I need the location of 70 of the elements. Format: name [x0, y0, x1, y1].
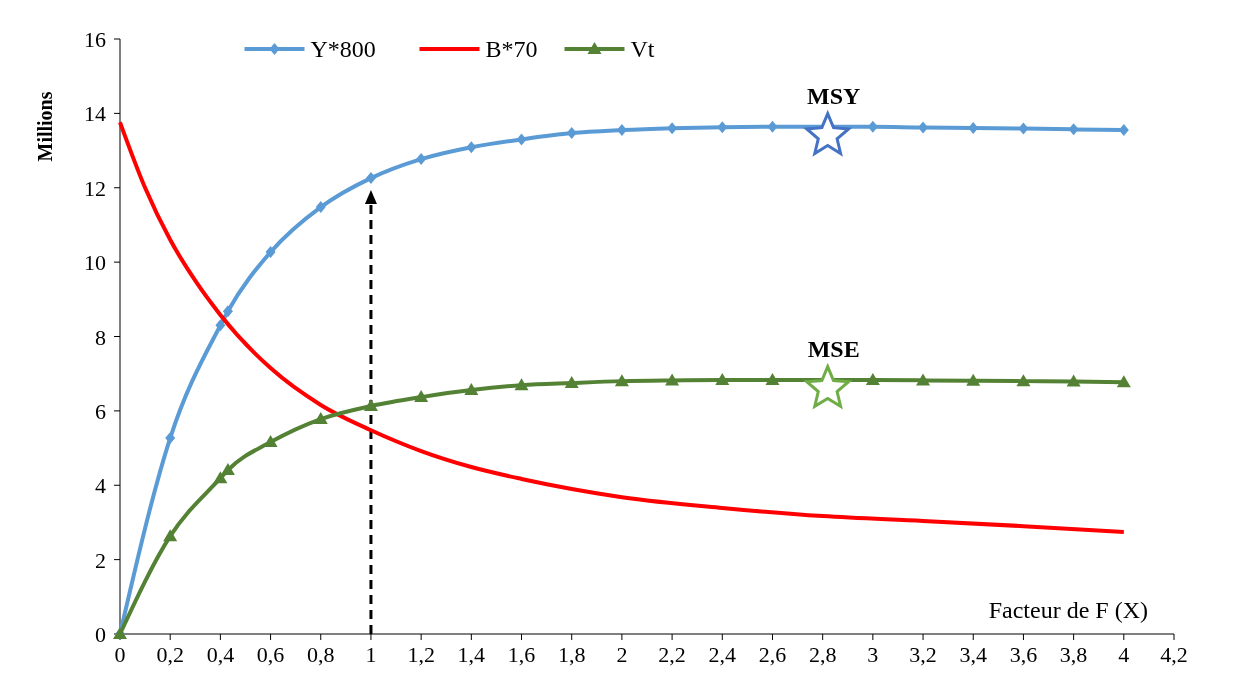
legend-label: B*70 — [485, 36, 538, 62]
y-tick-label: 16 — [84, 27, 106, 52]
point — [916, 373, 931, 386]
x-tick-label: 2,6 — [758, 642, 787, 667]
point — [165, 432, 176, 445]
x-tick-label: 1,8 — [557, 642, 586, 667]
point — [514, 378, 529, 391]
x-tick-label: 1,2 — [407, 642, 435, 667]
point — [564, 375, 579, 388]
x-tick-label: 3,2 — [909, 642, 937, 667]
point — [566, 127, 577, 140]
annotation: MSY — [807, 82, 861, 109]
point — [516, 133, 527, 146]
y-tick-label: 10 — [84, 250, 106, 276]
point — [805, 365, 851, 408]
point — [215, 319, 226, 332]
point — [1016, 374, 1031, 387]
x-tick-label: 2,8 — [808, 642, 837, 667]
x-tick-label: 4 — [1118, 642, 1130, 667]
point — [1116, 375, 1131, 388]
x-tick-label: 2,4 — [708, 642, 737, 667]
x-axis-title: Facteur de F (X) — [988, 597, 1148, 623]
x-tick-label: 0,4 — [206, 642, 235, 667]
y-tick-label: 4 — [95, 473, 106, 499]
point — [665, 373, 680, 386]
y-tick-label: 14 — [84, 101, 106, 127]
x-tick-label: 0 — [114, 642, 126, 667]
y-tick-label: 2 — [95, 547, 106, 573]
point — [263, 435, 278, 448]
x-tick-label: 3,6 — [1009, 642, 1038, 667]
x-tick-label: 0,6 — [256, 642, 285, 667]
point — [765, 373, 780, 386]
x-tick-label: 3 — [867, 642, 879, 667]
point — [1066, 374, 1081, 387]
y-tick-label: 8 — [95, 324, 106, 350]
annotation: MSE — [807, 335, 860, 362]
point — [163, 529, 178, 542]
point — [715, 373, 730, 386]
point — [865, 373, 880, 386]
point — [265, 246, 276, 259]
legend-label: Vt — [630, 36, 655, 62]
point — [213, 471, 228, 484]
point — [416, 153, 427, 166]
x-tick-label: 1,4 — [457, 642, 486, 667]
point — [220, 463, 235, 475]
point — [222, 305, 233, 318]
x-tick-label: 0,8 — [307, 642, 335, 667]
x-tick-label: 0,2 — [156, 642, 184, 667]
x-tick-label: 3,4 — [959, 642, 987, 667]
x-tick-label: 2,2 — [658, 642, 686, 667]
x-tick-label: 4,2 — [1160, 642, 1188, 667]
point — [365, 172, 376, 185]
line-series — [118, 120, 1126, 535]
y-tick-label: 0 — [95, 622, 106, 647]
x-tick-label: 3,8 — [1059, 642, 1088, 667]
point — [313, 412, 328, 425]
point — [966, 373, 981, 386]
point — [466, 141, 477, 154]
x-tick-label: 1 — [365, 642, 377, 667]
point — [464, 383, 479, 396]
y-tick-label: 12 — [84, 175, 106, 201]
y-axis-title: Millions — [34, 91, 56, 162]
x-tick-label: 1,6 — [507, 642, 536, 667]
point — [614, 374, 629, 387]
x-tick-label: 2 — [616, 642, 628, 667]
y-tick-label: 6 — [95, 398, 106, 424]
point — [315, 201, 326, 214]
legend-label: Y*800 — [310, 36, 376, 62]
point — [363, 399, 378, 412]
point — [414, 390, 429, 403]
